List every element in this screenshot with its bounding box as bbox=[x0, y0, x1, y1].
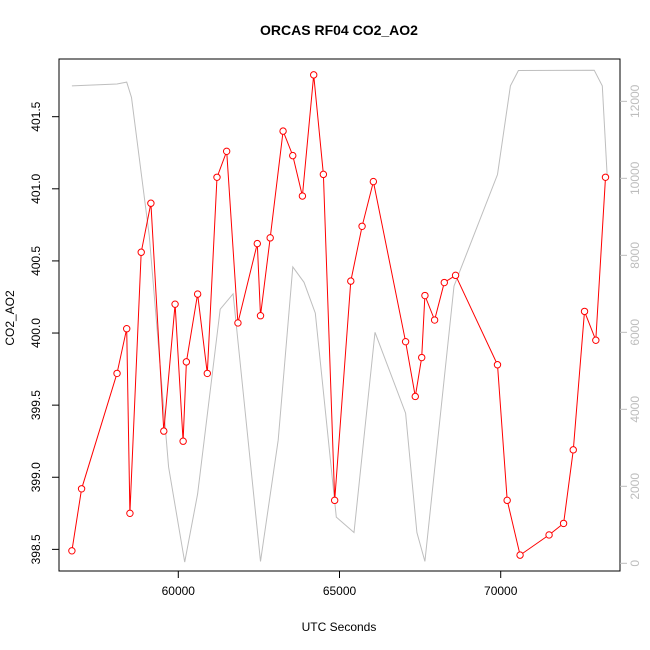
co2-point bbox=[411, 392, 419, 401]
series-layer bbox=[68, 69, 610, 563]
y-tick-label: 399.0 bbox=[29, 462, 43, 492]
co2-point bbox=[203, 369, 212, 378]
co2-point bbox=[545, 531, 553, 539]
co2-point bbox=[592, 336, 600, 344]
co2-point bbox=[330, 496, 339, 505]
y2-tick-label: 4000 bbox=[628, 396, 642, 423]
co2-point bbox=[213, 173, 221, 181]
co2-point bbox=[358, 222, 366, 231]
co2-point bbox=[179, 437, 187, 445]
co2-line bbox=[71, 74, 606, 556]
co2-point bbox=[516, 551, 524, 559]
chart-title: ORCAS RF04 CO2_AO2 bbox=[260, 22, 418, 38]
co2-point bbox=[266, 234, 274, 242]
co2-point bbox=[77, 485, 86, 493]
co2-point bbox=[601, 173, 610, 181]
y2-tick-label: 8000 bbox=[628, 242, 642, 269]
co2-point bbox=[256, 312, 265, 320]
co2-point bbox=[493, 361, 502, 369]
co2-point bbox=[430, 316, 439, 324]
y-tick-label: 399.5 bbox=[29, 390, 43, 420]
co2-point bbox=[182, 358, 191, 366]
co2-point bbox=[319, 170, 328, 179]
plot-frame bbox=[58, 58, 621, 572]
co2-point bbox=[310, 71, 318, 79]
co2-point bbox=[369, 177, 378, 186]
y-axis-label: CO2_AO2 bbox=[3, 290, 17, 346]
co2-point bbox=[559, 519, 568, 528]
y2-tick-label: 10000 bbox=[628, 161, 642, 195]
x-tick-label: 65000 bbox=[323, 584, 357, 598]
co2-point bbox=[126, 509, 134, 518]
co2-point bbox=[279, 127, 287, 135]
y-tick-label: 398.5 bbox=[29, 534, 43, 564]
co2-point bbox=[160, 427, 168, 435]
x-tick-label: 60000 bbox=[162, 584, 196, 598]
y2-tick-label: 2000 bbox=[628, 473, 642, 500]
co2-point bbox=[421, 291, 429, 300]
y-tick-label: 400.0 bbox=[29, 318, 43, 348]
x-tick-label: 70000 bbox=[484, 584, 518, 598]
co2-point bbox=[440, 278, 448, 287]
co2-point bbox=[123, 325, 131, 333]
co2-point bbox=[451, 271, 460, 280]
co2-point bbox=[289, 151, 297, 160]
y2-tick-label: 0 bbox=[628, 560, 642, 567]
x-axis-label: UTC Seconds bbox=[302, 620, 377, 634]
altitude-line bbox=[71, 69, 608, 563]
x-axis: 60000 65000 70000 bbox=[162, 571, 518, 598]
co2-point bbox=[401, 337, 410, 346]
co2-point bbox=[580, 307, 589, 316]
y-tick-label: 401.5 bbox=[29, 101, 43, 131]
y-axis: 398.5 399.0 399.5 400.0 400.5 401.0 401.5 bbox=[29, 101, 59, 564]
co2-point bbox=[193, 290, 202, 298]
co2-point bbox=[222, 147, 231, 156]
co2-point bbox=[503, 496, 511, 505]
co2-point bbox=[171, 300, 179, 308]
co2-point bbox=[147, 199, 155, 207]
co2-point bbox=[234, 319, 242, 327]
co2-point bbox=[418, 353, 426, 362]
co2-point bbox=[137, 248, 145, 256]
co2-point bbox=[253, 239, 261, 248]
y2-tick-label: 6000 bbox=[628, 319, 642, 346]
co2-point bbox=[298, 192, 307, 200]
y-tick-label: 401.0 bbox=[29, 173, 43, 203]
y-tick-label: 400.5 bbox=[29, 246, 43, 276]
secondary-y-axis: 0 2000 4000 6000 8000 10000 12000 bbox=[620, 84, 642, 567]
co2-point bbox=[68, 547, 76, 555]
co2-point bbox=[347, 277, 355, 285]
y2-tick-label: 12000 bbox=[628, 84, 642, 118]
co2-point bbox=[569, 446, 577, 454]
co2-point bbox=[113, 369, 121, 378]
